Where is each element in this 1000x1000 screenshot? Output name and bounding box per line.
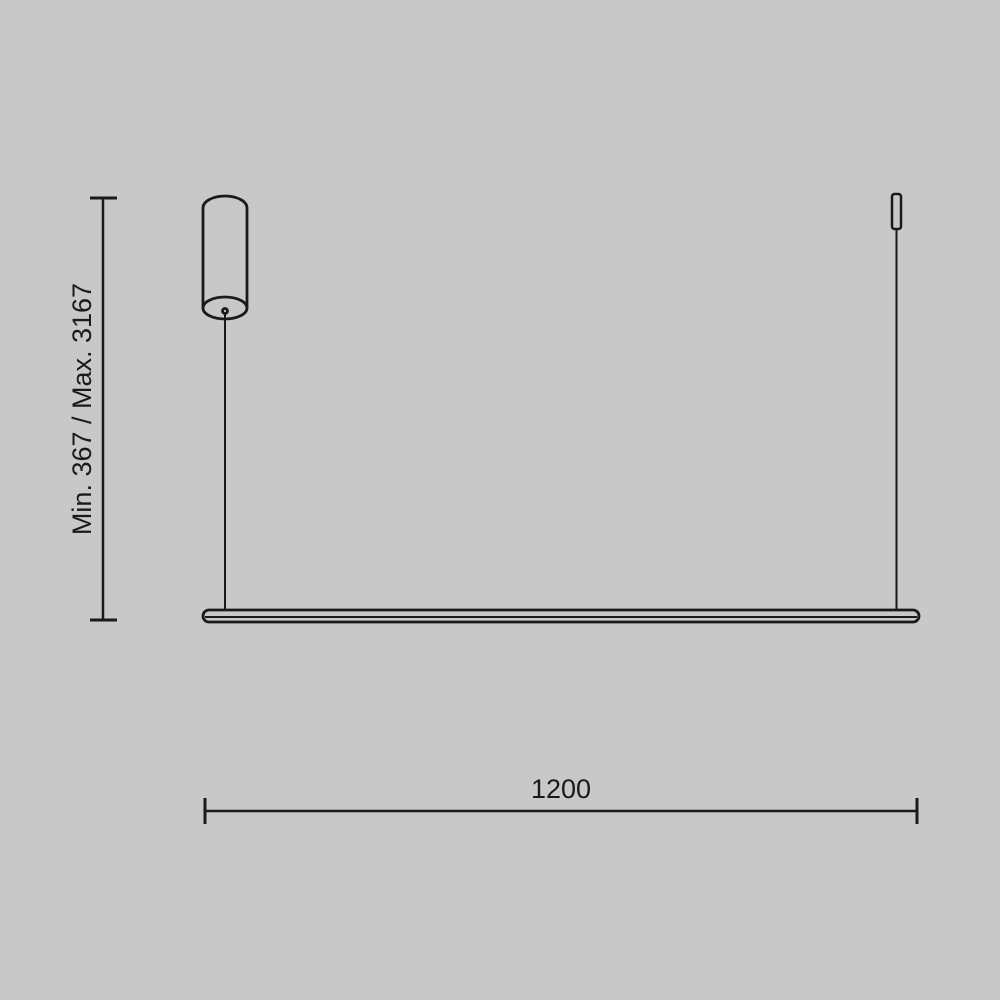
cable-anchor-right <box>890 192 903 231</box>
width-dimension-line <box>203 798 919 824</box>
height-dimension-line <box>90 196 117 622</box>
ceiling-canopy <box>201 194 249 321</box>
height-dimension-label: Min. 367 / Max. 3167 <box>67 283 97 535</box>
width-dimension-label: 1200 <box>531 774 591 804</box>
light-bar <box>201 608 921 624</box>
